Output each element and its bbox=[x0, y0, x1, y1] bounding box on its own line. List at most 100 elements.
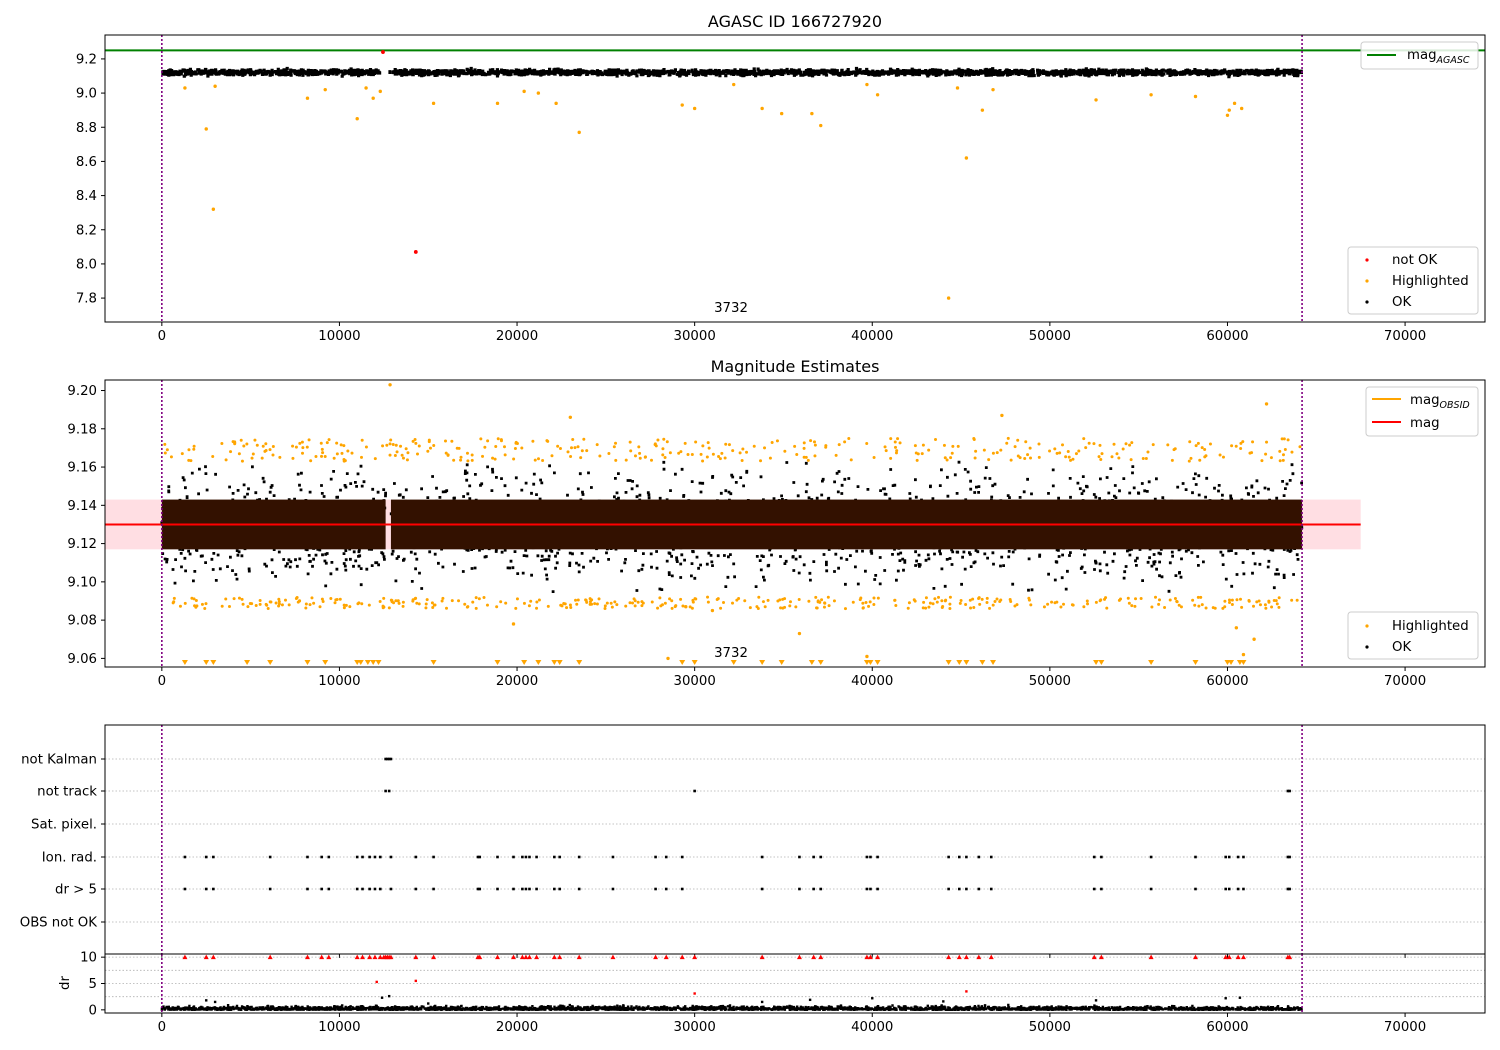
highlighted-point bbox=[457, 599, 461, 603]
highlighted-point bbox=[1173, 447, 1177, 451]
highlighted-point bbox=[357, 601, 361, 605]
panel-mag-estimates: Magnitude Estimates 9.06 9.08 9.10 9.12 9.14… bbox=[67, 357, 1486, 689]
flag-point bbox=[1286, 887, 1290, 891]
highlighted-point bbox=[1110, 455, 1114, 459]
highlighted-point bbox=[332, 456, 336, 460]
highlighted-point bbox=[1134, 597, 1138, 601]
highlighted-point bbox=[550, 454, 554, 458]
highlighted-point bbox=[1264, 452, 1268, 456]
highlighted-point bbox=[624, 604, 628, 608]
highlighted-below-marker bbox=[210, 660, 217, 665]
highlighted-point bbox=[1071, 603, 1075, 607]
highlighted-point bbox=[705, 455, 709, 459]
highlighted-point bbox=[432, 444, 436, 448]
highlighted-point bbox=[265, 603, 269, 607]
highlighted-point bbox=[1050, 600, 1054, 604]
flag-point bbox=[1100, 855, 1103, 859]
panel4-plot-area bbox=[105, 954, 1485, 1013]
flag-point bbox=[947, 887, 950, 891]
highlighted-point bbox=[977, 596, 981, 600]
highlighted-point bbox=[861, 601, 865, 605]
highlighted-point bbox=[582, 437, 586, 441]
highlighted-point bbox=[1179, 605, 1183, 609]
legend-label-ok: OK bbox=[1392, 295, 1411, 310]
highlighted-point bbox=[717, 454, 721, 458]
highlighted-point bbox=[958, 601, 962, 605]
highlighted-point bbox=[814, 595, 818, 599]
y-tick-label: 8.8 bbox=[76, 121, 97, 136]
highlighted-point bbox=[968, 598, 972, 602]
highlighted-point bbox=[937, 595, 941, 599]
highlighted-point bbox=[1099, 457, 1103, 461]
highlighted-point bbox=[889, 456, 893, 460]
y-tick-label: 9.16 bbox=[67, 461, 97, 476]
highlighted-point bbox=[605, 601, 609, 605]
flag-point bbox=[869, 855, 872, 859]
highlighted-point bbox=[224, 597, 228, 601]
highlighted-point bbox=[373, 457, 377, 461]
highlighted-point bbox=[995, 451, 999, 455]
highlighted-point bbox=[613, 600, 617, 604]
highlighted-point bbox=[868, 600, 872, 604]
dr-clipped-marker bbox=[1287, 954, 1293, 960]
y-tick-label: 8.6 bbox=[76, 155, 97, 170]
flag-point bbox=[957, 855, 961, 859]
highlighted-point bbox=[192, 447, 196, 451]
dr-clipped-marker bbox=[477, 954, 483, 960]
x-tick-label: 10000 bbox=[318, 329, 360, 344]
dr-point bbox=[380, 996, 384, 999]
highlighted-point bbox=[1204, 454, 1208, 458]
highlighted-below-marker bbox=[1240, 660, 1247, 665]
highlighted-point bbox=[661, 453, 665, 457]
highlighted-point bbox=[413, 438, 417, 442]
highlighted-point bbox=[178, 604, 182, 608]
x-tick-label: 50000 bbox=[1029, 1020, 1071, 1035]
highlighted-point bbox=[291, 456, 295, 460]
dr-point bbox=[1094, 999, 1098, 1002]
highlighted-point bbox=[1198, 458, 1202, 462]
highlighted-point bbox=[338, 597, 342, 601]
flag-point bbox=[1288, 789, 1291, 793]
highlighted-point bbox=[820, 598, 824, 602]
highlighted-point bbox=[933, 597, 937, 601]
highlighted-point bbox=[813, 454, 817, 458]
highlighted-point bbox=[327, 438, 331, 442]
highlighted-point bbox=[413, 597, 417, 601]
dr-clipped-marker bbox=[956, 954, 962, 960]
highlighted-point bbox=[575, 602, 579, 606]
highlighted-point bbox=[298, 599, 302, 603]
highlighted-point bbox=[718, 457, 722, 461]
highlighted-point bbox=[321, 600, 325, 604]
highlighted-point bbox=[495, 605, 499, 609]
legend-marker-ok bbox=[1365, 300, 1369, 304]
flag-point bbox=[680, 855, 684, 859]
flag-point bbox=[414, 855, 418, 859]
highlighted-point bbox=[590, 602, 594, 606]
highlighted-point bbox=[450, 599, 454, 603]
highlighted-point bbox=[220, 604, 224, 608]
highlighted-point bbox=[169, 455, 173, 459]
highlighted-point bbox=[894, 604, 898, 608]
highlighted-point bbox=[346, 449, 350, 453]
flag-point bbox=[977, 855, 981, 859]
highlighted-point bbox=[1029, 603, 1033, 607]
highlighted-point bbox=[474, 606, 478, 610]
highlighted-point bbox=[707, 446, 711, 450]
highlighted-point bbox=[465, 451, 469, 455]
highlighted-point bbox=[1286, 438, 1290, 442]
flag-point bbox=[989, 887, 993, 891]
highlighted-point bbox=[227, 604, 231, 608]
flag-point bbox=[355, 887, 359, 891]
highlighted-point bbox=[637, 445, 641, 449]
highlighted-point bbox=[690, 606, 694, 610]
highlighted-point bbox=[424, 606, 428, 610]
highlighted-point bbox=[1042, 605, 1046, 609]
highlighted-point bbox=[876, 596, 880, 600]
highlighted-point bbox=[660, 603, 664, 607]
highlighted-point bbox=[1053, 447, 1057, 451]
dr-point bbox=[1224, 997, 1227, 1000]
highlighted-point bbox=[304, 606, 308, 610]
highlighted-point bbox=[656, 438, 660, 442]
highlighted-point bbox=[503, 453, 507, 457]
flag-point bbox=[876, 887, 879, 891]
